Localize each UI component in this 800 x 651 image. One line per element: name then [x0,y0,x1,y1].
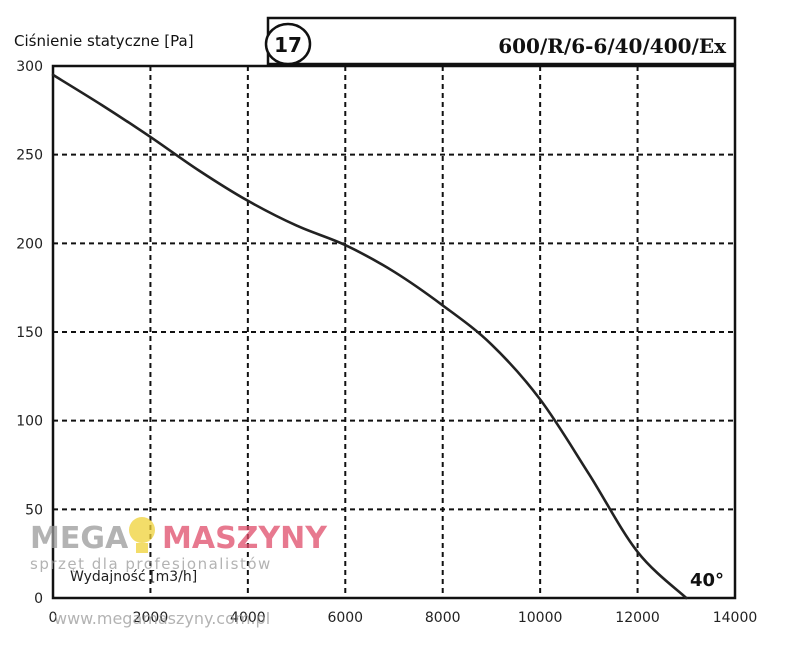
y-axis-label: Ciśnienie statyczne [Pa] [14,32,194,50]
x-tick-label: 8000 [425,610,461,626]
model-header: 17 600/R/6-6/40/400/Ex [264,16,737,66]
badge-circle [264,22,312,66]
y-tick-label: 250 [16,148,43,164]
model-code: 600/R/6-6/40/400/Ex [498,34,727,58]
curve-number-badge: 17 [274,33,302,57]
watermark-brand-left: MEGA [30,521,129,556]
y-tick-label: 200 [16,236,43,252]
x-tick-label: 14000 [713,610,758,626]
x-tick-label: 2000 [133,610,169,626]
watermark: MEGA MASZYNY sprzęt dla profesjonalistów… [30,517,328,628]
watermark-tagline: sprzęt dla profesjonalistów [30,555,272,573]
watermark-url: www.megamaszyny.com.pl [54,609,270,628]
x-tick-labels: 0 2000 4000 6000 8000 10000 12000 14000 [49,610,758,626]
y-tick-label: 300 [16,59,43,75]
x-tick-label: 10000 [518,610,563,626]
x-tick-label: 6000 [327,610,363,626]
y-tick-label: 0 [34,591,43,607]
performance-curve [51,73,688,600]
x-tick-label: 4000 [230,610,266,626]
watermark-brand-right: MASZYNY [162,521,328,556]
grid [53,66,735,598]
x-tick-label: 0 [49,610,58,626]
y-tick-labels: 0 50 100 150 200 250 300 [16,59,43,607]
x-tick-label: 12000 [615,610,660,626]
y-tick-label: 150 [16,325,43,341]
blade-angle-label: 40° [690,570,724,591]
x-axis-label: Wydajność [m3/h] [70,569,197,585]
watermark-bulb-icon [129,517,155,553]
y-tick-label: 100 [16,414,43,430]
y-tick-label: 50 [25,502,43,518]
plot-frame [51,64,737,600]
